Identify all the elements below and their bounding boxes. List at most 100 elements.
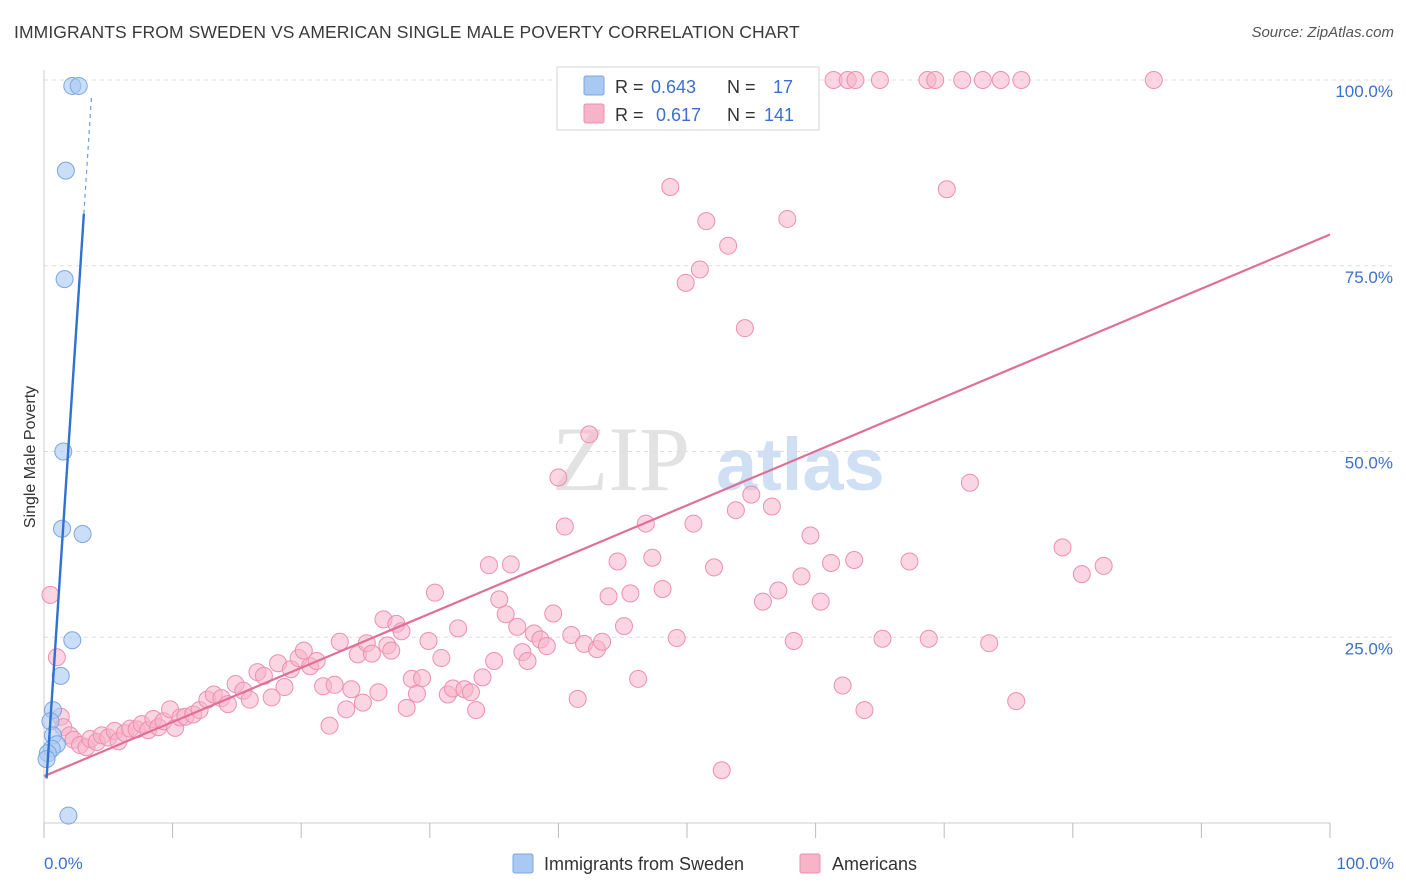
legend-sweden-swatch [512,853,534,874]
americans-point [855,701,874,720]
americans-series [41,71,1163,780]
sweden-n-value: 17 [773,77,793,97]
americans-n-value: 141 [764,105,794,125]
sweden-r-value: 0.643 [651,77,696,97]
americans-point [1144,71,1163,89]
y-tick-label-100: 100.0% [1335,82,1393,101]
legend-sweden-label: Immigrants from Sweden [544,854,744,874]
americans-trendline [43,233,1331,778]
americans-point [801,526,820,545]
americans-point [643,548,662,567]
americans-point [425,583,444,602]
americans-point [667,628,686,647]
americans-point [555,517,574,536]
chart-title: IMMIGRANTS FROM SWEDEN VS AMERICAN SINGL… [14,22,800,42]
americans-point [1094,556,1113,575]
americans-point [846,71,865,89]
sweden-point [55,270,74,289]
americans-point [991,71,1010,89]
americans-point [240,690,259,709]
x-tick-label-max: 100.0% [1336,854,1394,873]
legend-americans-label: Americans [832,854,917,874]
americans-point [413,669,432,688]
stats-legend: R = 0.643 N = 17 R = 0.617 N = 141 [556,66,820,131]
americans-point [980,634,999,653]
americans-point [735,319,754,338]
americans-point [479,556,498,575]
americans-point [485,652,504,671]
americans-r-value: 0.617 [656,105,701,125]
americans-point [41,585,60,604]
series-legend: Immigrants from Sweden Americans [512,853,917,874]
americans-point [275,678,294,697]
americans-point [960,473,979,492]
americans-point [953,71,972,89]
americans-point [568,689,587,708]
americans-point [873,629,892,648]
sweden-r-label: R = [615,77,644,97]
sweden-trendline-extension [83,94,93,214]
americans-point [382,641,401,660]
americans-point [719,236,738,255]
y-tick-labels: 25.0% 50.0% 75.0% 100.0% [1335,82,1393,658]
americans-point [294,641,313,660]
americans-point [784,631,803,650]
x-ticks [43,823,1331,838]
americans-point [919,629,938,648]
trendlines [43,94,1331,779]
americans-point [47,648,66,667]
sweden-point [69,76,88,95]
americans-point [342,680,361,699]
americans-point [369,683,388,702]
americans-point [712,761,731,780]
source-credit: Source: ZipAtlas.com [1251,24,1394,41]
americans-point [467,701,486,720]
americans-point [580,425,599,444]
americans-point [608,552,627,571]
americans-point [676,273,695,292]
americans-point [337,700,356,719]
americans-point [822,553,841,572]
sweden-point [63,631,82,650]
americans-point [629,669,648,688]
americans-point [614,617,633,636]
watermark-atlas: atlas [716,423,885,506]
americans-point [325,675,344,694]
americans-point [562,626,581,645]
sweden-point [59,806,78,825]
americans-point [811,592,830,611]
americans-point [537,637,556,656]
americans-point [599,587,618,606]
americans-point [742,485,761,504]
americans-point [501,555,520,574]
americans-point [544,604,563,623]
sweden-point [56,161,75,180]
americans-point [705,558,724,577]
americans-point [726,501,745,520]
americans-point [449,619,468,638]
legend-americans-swatch [799,853,821,874]
gridlines [44,79,1392,638]
americans-point [833,676,852,695]
americans-n-label: N = [727,105,756,125]
americans-point [792,567,811,586]
americans-point [362,644,381,663]
americans-point [432,649,451,668]
americans-point [518,652,537,671]
americans-point [593,632,612,651]
americans-point [762,497,781,516]
americans-point [845,550,864,569]
watermark-zip: ZIP [552,408,690,510]
y-tick-label-50: 50.0% [1345,454,1393,473]
americans-legend-swatch [583,103,605,124]
americans-point [697,212,716,231]
americans-point [419,631,438,650]
americans-point [549,468,568,487]
x-tick-label-min: 0.0% [44,854,83,873]
sweden-legend-swatch [583,75,605,96]
americans-r-label: R = [615,105,644,125]
americans-point [490,590,509,609]
americans-point [320,716,339,735]
americans-point [1072,565,1091,584]
y-tick-label-25: 25.0% [1345,639,1393,658]
